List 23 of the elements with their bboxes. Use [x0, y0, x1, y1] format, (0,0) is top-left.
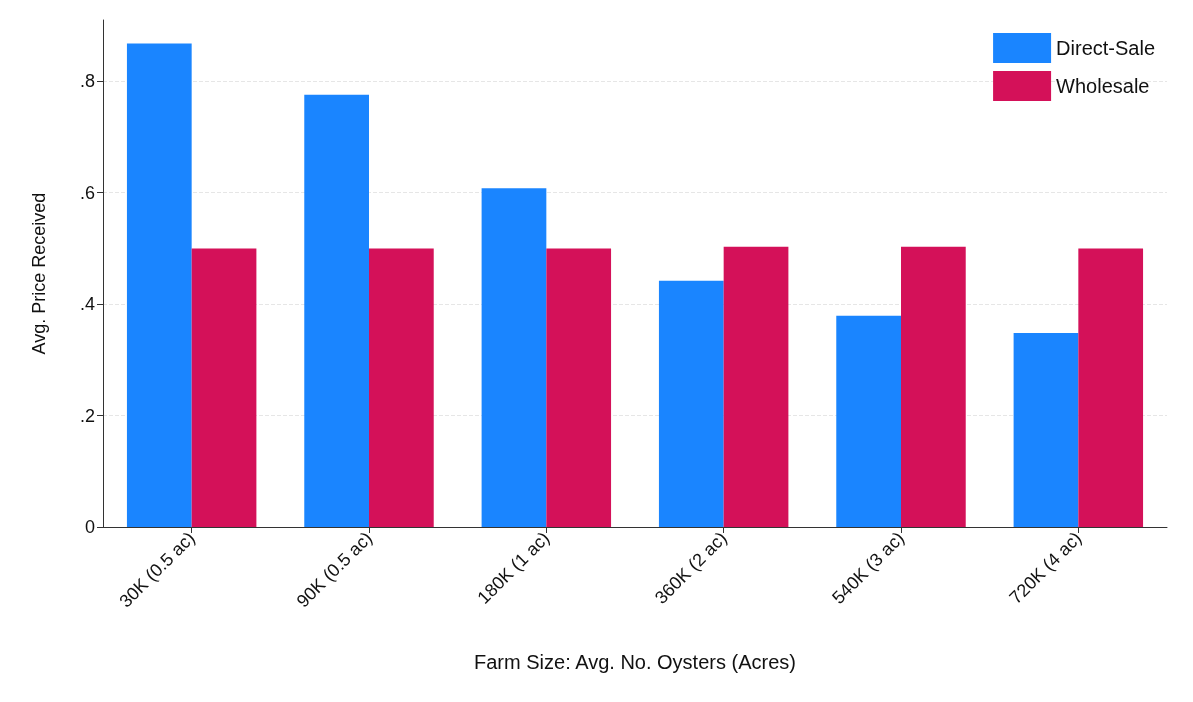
bar: [1078, 248, 1144, 527]
x-tick-label: 90K (0.5 ac): [292, 527, 377, 612]
legend-label: Wholesale: [1056, 75, 1150, 97]
y-axis-title: Avg. Price Received: [29, 192, 49, 355]
y-tick-label: .4: [79, 294, 95, 315]
bar: [1013, 333, 1079, 527]
bar: [369, 248, 434, 527]
x-axis-title: Farm Size: Avg. No. Oysters (Acres): [474, 651, 796, 673]
x-tick-label: 30K (0.5 ac): [115, 527, 199, 612]
bar: [723, 246, 789, 527]
y-tick-label: 0: [84, 517, 95, 537]
bar: [901, 246, 966, 527]
bar: [191, 248, 257, 527]
y-tick-label: .2: [79, 405, 95, 426]
bar: [658, 280, 724, 527]
y-tick-label: .6: [79, 182, 95, 203]
bar: [836, 315, 901, 527]
bar: [304, 94, 369, 527]
bar: [481, 188, 547, 527]
bar: [546, 248, 612, 527]
bar: [126, 43, 192, 527]
y-tick-label: .8: [79, 71, 95, 92]
legend-label: Direct-Sale: [1056, 37, 1156, 59]
